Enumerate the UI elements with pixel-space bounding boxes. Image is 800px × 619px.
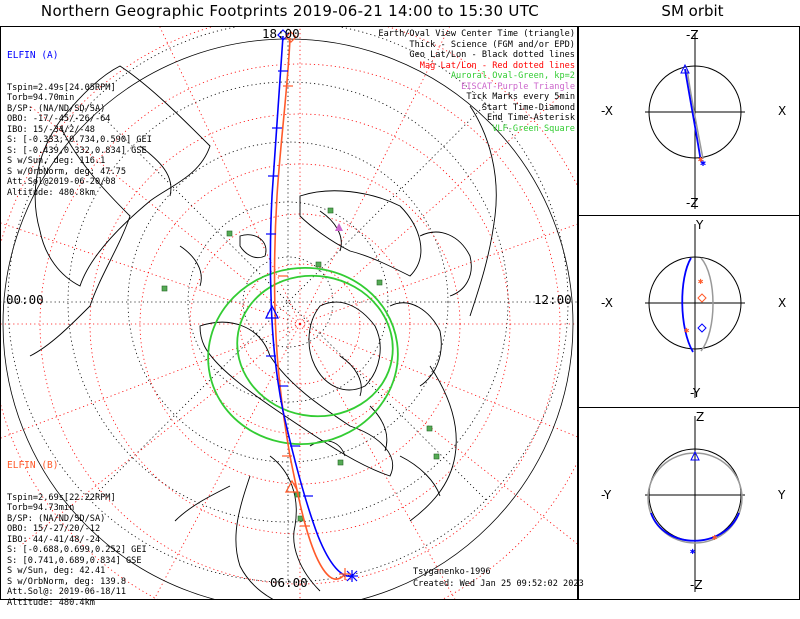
elfin-a-line: S: [-0.333,-0.734,0.590] GEI	[7, 135, 152, 145]
elfin-a-line: Torb=94.70min	[7, 93, 75, 103]
elfin-a-info: ELFIN (A) Tspin=2.49s[24.05RPM] Torb=94.7…	[7, 30, 152, 209]
legend-item: Mag Lat/Lon - Red dotted lines	[419, 60, 575, 71]
coastlines	[29, 65, 497, 599]
sm-plot-3: ✱ ✱	[645, 416, 745, 592]
svg-text:✱: ✱	[698, 277, 704, 287]
elfin-a-line: S w/Sun, deg: 116.1	[7, 156, 106, 166]
sm3-bottom-label: -Z	[690, 578, 703, 592]
legend-item: Thick - Science (FGM and/or EPD)	[409, 39, 575, 50]
sm2-top-label: Y	[696, 218, 704, 232]
elfin-b-lines: Tspin=2.69s[22.22RPM] Torb=94.73min B/SP: …	[7, 493, 147, 609]
elfin-b-end-asterisk	[339, 568, 351, 580]
elfin-b-line: B/SP: (NA/ND/SD/SA)	[7, 513, 106, 524]
sm1-right-label: X	[778, 104, 787, 118]
sm1-bottom-label: -Z	[686, 196, 699, 210]
elfin-b-line: IBO: 44/-41/48/-24	[7, 534, 101, 545]
elfin-a-lines: Tspin=2.49s[24.05RPM] Torb=94.70min B/SP: …	[7, 83, 152, 199]
hour-label-left: 00:00	[6, 292, 44, 307]
polar-map	[1, 27, 577, 599]
legend-item: Auroral Oval-Green, kp=2	[450, 71, 575, 81]
elfin-b-center-triangle	[284, 479, 300, 493]
elfin-a-line: Att.Sol@2019-06-20/08	[7, 177, 116, 187]
elfin-a-line: IBO: 15/-34/2/-48	[7, 124, 95, 135]
elfin-a-end-asterisk	[346, 570, 358, 582]
legend-item: EISCAT-Purple Triangle	[461, 81, 575, 92]
elfin-b-line: Altitude: 480.4km	[7, 597, 95, 608]
elfin-a-line: B/SP: (NA/ND/SD/SA)	[7, 103, 106, 114]
legend-item: Geo Lat/Lon - Black dotted lines	[409, 50, 575, 60]
svg-text:✱: ✱	[698, 155, 704, 165]
elfin-b-track	[273, 37, 346, 580]
legend-item: Earth/Oval View Center Time (triangle)	[378, 29, 575, 39]
elfin-a-line: S w/OrbNorm, deg: 47.75	[7, 166, 126, 177]
elfin-a-track	[269, 35, 353, 577]
elfin-a-line: Altitude: 480.8km	[7, 187, 95, 198]
geo-lat-grid	[1, 27, 577, 586]
legend-item: End Time-Asterisk	[487, 113, 575, 123]
sm-plot-1: ✱ ✱	[645, 33, 745, 209]
sm1-left-label: -X	[601, 104, 613, 118]
sm2-left-label: -X	[601, 296, 613, 310]
elfin-b-line: OBO: 15/-27/20/-12	[7, 524, 101, 534]
elfin-b-ticks	[278, 85, 310, 527]
elfin-b-line: S w/Sun, deg: 42.41	[7, 566, 106, 576]
hour-label-right: 12:00	[534, 292, 572, 307]
elfin-a-line: Tspin=2.49s[24.05RPM]	[7, 82, 116, 93]
sm2-right-label: X	[778, 296, 787, 310]
elfin-b-name: ELFIN (B)	[7, 460, 59, 471]
svg-text:✱: ✱	[690, 547, 696, 557]
svg-text:✱: ✱	[684, 326, 690, 336]
sm1-top-label: -Z	[686, 28, 699, 42]
elfin-b-line: S: [0.741,0.689,0.834] GSE	[7, 555, 142, 566]
svg-text:✱: ✱	[700, 158, 706, 169]
hour-label-top: 18:00	[262, 26, 300, 41]
auroral-oval	[207, 266, 399, 446]
created-label: Created: Wed Jan 25 09:52:02 2023	[413, 579, 584, 589]
svg-text:✱: ✱	[712, 533, 718, 543]
legend-item: Start Time-Diamond	[481, 102, 575, 113]
elfin-b-line: Att.Sol@: 2019-06-18/11	[7, 587, 126, 597]
model-label: Tsyganenko-1996	[413, 567, 491, 577]
elfin-a-center-triangle	[264, 304, 280, 319]
sm2-bottom-label: -Y	[690, 386, 701, 400]
elfin-b-start-diamond	[285, 31, 297, 43]
elfin-b-line: S w/OrbNorm, deg: 139.8	[7, 576, 126, 587]
elfin-b-line: Torb=94.73min	[7, 503, 75, 513]
elfin-b-line: S: [-0.688,0.699,0.252] GEI	[7, 545, 147, 555]
sm3-top-label: Z	[696, 410, 705, 424]
hour-label-bottom: 06:00	[270, 575, 308, 590]
sm3-left-label: -Y	[601, 488, 612, 502]
elfin-a-name: ELFIN (A)	[7, 50, 59, 61]
eiscat-marker	[335, 223, 343, 231]
plot-title: Northern Geographic Footprints 2019-06-2…	[40, 2, 540, 20]
elfin-a-ticks	[266, 70, 313, 497]
elfin-a-start-diamond	[277, 29, 289, 41]
legend-item: VLF-Green Square	[492, 123, 575, 134]
elfin-a-line: S: [-0.439,0.332,0.834] GSE	[7, 145, 147, 156]
elfin-a-line: OBO: -17/-45/-26/-64	[7, 114, 111, 124]
legend: Earth/Oval View Center Time (triangle) Th…	[378, 29, 575, 134]
sm-orbit-title: SM orbit	[661, 2, 724, 20]
sm3-right-label: Y	[778, 488, 786, 502]
elfin-b-line: Tspin=2.69s[22.22RPM]	[7, 492, 116, 503]
legend-item: Tick Marks every 5min	[466, 92, 575, 102]
elfin-b-info: ELFIN (B) Tspin=2.69s[22.22RPM] Torb=94.7…	[7, 440, 147, 619]
sm-plot-2: ✱ ✱	[645, 224, 745, 398]
